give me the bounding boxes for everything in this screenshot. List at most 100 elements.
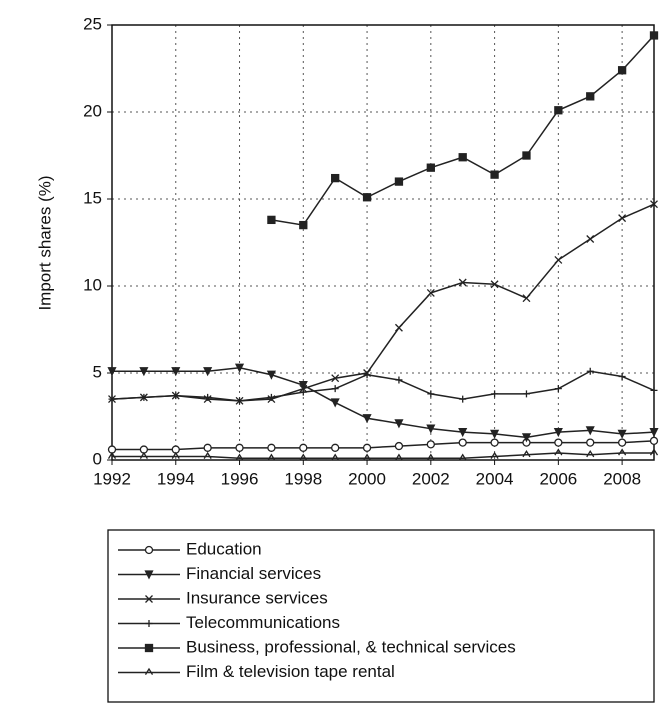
- marker: [649, 31, 659, 40]
- y-tick-label: 20: [83, 101, 102, 120]
- marker: [427, 390, 435, 398]
- series-line: [112, 440, 655, 451]
- marker: [363, 371, 371, 379]
- legend-marker: [145, 620, 153, 627]
- marker: [426, 424, 436, 434]
- marker: [426, 289, 435, 297]
- marker: [108, 395, 116, 403]
- marker: [458, 438, 467, 447]
- marker: [554, 448, 563, 456]
- marker: [203, 443, 212, 452]
- marker: [522, 390, 530, 398]
- marker: [586, 450, 595, 458]
- marker: [203, 451, 212, 459]
- series-line: [271, 34, 655, 226]
- marker: [617, 429, 627, 439]
- marker: [267, 393, 275, 401]
- y-tick-label: 5: [93, 362, 102, 381]
- marker: [490, 438, 499, 447]
- legend-label: Financial services: [186, 564, 321, 583]
- y-tick-label: 0: [93, 449, 102, 468]
- x-tick-label: 1998: [284, 469, 322, 488]
- marker: [522, 450, 531, 458]
- marker: [586, 235, 595, 243]
- marker: [585, 426, 595, 436]
- marker: [107, 451, 117, 459]
- legend-marker: [144, 643, 154, 653]
- marker: [267, 453, 276, 461]
- marker: [522, 294, 531, 303]
- marker: [649, 428, 659, 438]
- marker: [394, 419, 404, 429]
- marker: [394, 441, 404, 451]
- marker: [521, 433, 532, 443]
- marker: [362, 414, 372, 424]
- x-tick-label: 2008: [603, 469, 641, 488]
- marker: [586, 438, 595, 447]
- marker: [618, 448, 627, 456]
- marker: [426, 163, 435, 172]
- x-tick-label: 1992: [93, 469, 131, 488]
- marker: [267, 443, 276, 452]
- marker: [426, 453, 435, 461]
- marker: [299, 220, 308, 230]
- marker: [331, 173, 340, 183]
- series-line: [112, 452, 654, 460]
- marker: [139, 451, 148, 459]
- marker: [554, 438, 563, 447]
- marker: [331, 443, 340, 452]
- marker: [617, 438, 627, 447]
- marker: [490, 451, 499, 459]
- x-tick-label: 2006: [539, 469, 577, 488]
- marker: [203, 367, 213, 377]
- marker: [522, 151, 531, 160]
- legend-box: [107, 529, 655, 703]
- marker: [236, 397, 244, 405]
- legend-label: Business, professional, & technical serv…: [186, 637, 516, 656]
- marker: [140, 393, 148, 401]
- plot-frame: [111, 24, 655, 461]
- marker: [234, 363, 245, 373]
- series-line: [111, 370, 655, 402]
- marker: [586, 367, 594, 375]
- legend-label: Telecommunications: [186, 613, 340, 632]
- legend-marker: [144, 570, 154, 580]
- marker: [490, 429, 500, 439]
- marker: [204, 393, 212, 401]
- marker: [235, 453, 244, 461]
- marker: [266, 370, 276, 380]
- marker: [171, 451, 180, 459]
- marker: [554, 106, 563, 115]
- marker: [394, 177, 404, 186]
- marker: [650, 200, 658, 209]
- y-axis-label: Import shares (%): [35, 175, 54, 310]
- marker: [649, 448, 659, 456]
- series-line: [111, 203, 655, 402]
- marker: [299, 388, 307, 396]
- marker: [554, 255, 563, 264]
- marker: [490, 280, 499, 289]
- marker: [298, 381, 308, 391]
- marker: [330, 398, 340, 408]
- marker: [363, 453, 372, 461]
- legend-marker: [144, 667, 154, 675]
- marker: [299, 443, 308, 452]
- marker: [362, 193, 372, 202]
- marker: [617, 66, 627, 75]
- legend-label: Insurance services: [186, 588, 328, 607]
- marker: [395, 376, 403, 384]
- marker: [171, 367, 181, 377]
- marker: [618, 372, 626, 380]
- y-tick-label: 15: [83, 188, 102, 207]
- y-tick-label: 25: [83, 14, 102, 33]
- marker: [107, 367, 117, 377]
- marker: [618, 214, 627, 223]
- marker: [554, 385, 562, 393]
- marker: [331, 385, 339, 393]
- marker: [394, 453, 403, 461]
- marker: [458, 278, 467, 287]
- marker: [331, 453, 340, 461]
- y-tick-label: 10: [83, 275, 102, 294]
- marker: [458, 428, 468, 438]
- marker: [458, 153, 467, 162]
